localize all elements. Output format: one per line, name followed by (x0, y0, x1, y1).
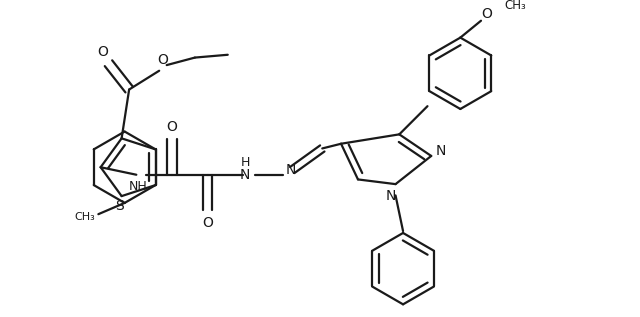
Text: O: O (157, 53, 168, 68)
Text: O: O (97, 45, 108, 59)
Text: H: H (241, 156, 250, 169)
Text: CH₃: CH₃ (504, 0, 526, 12)
Text: O: O (202, 216, 213, 230)
Text: CH₃: CH₃ (75, 212, 95, 222)
Text: N: N (240, 168, 250, 182)
Text: S: S (115, 199, 124, 213)
Text: O: O (166, 120, 177, 134)
Text: NH: NH (129, 179, 148, 192)
Text: N: N (386, 189, 396, 203)
Text: N: N (285, 163, 296, 177)
Text: N: N (435, 144, 446, 158)
Text: O: O (481, 7, 492, 21)
